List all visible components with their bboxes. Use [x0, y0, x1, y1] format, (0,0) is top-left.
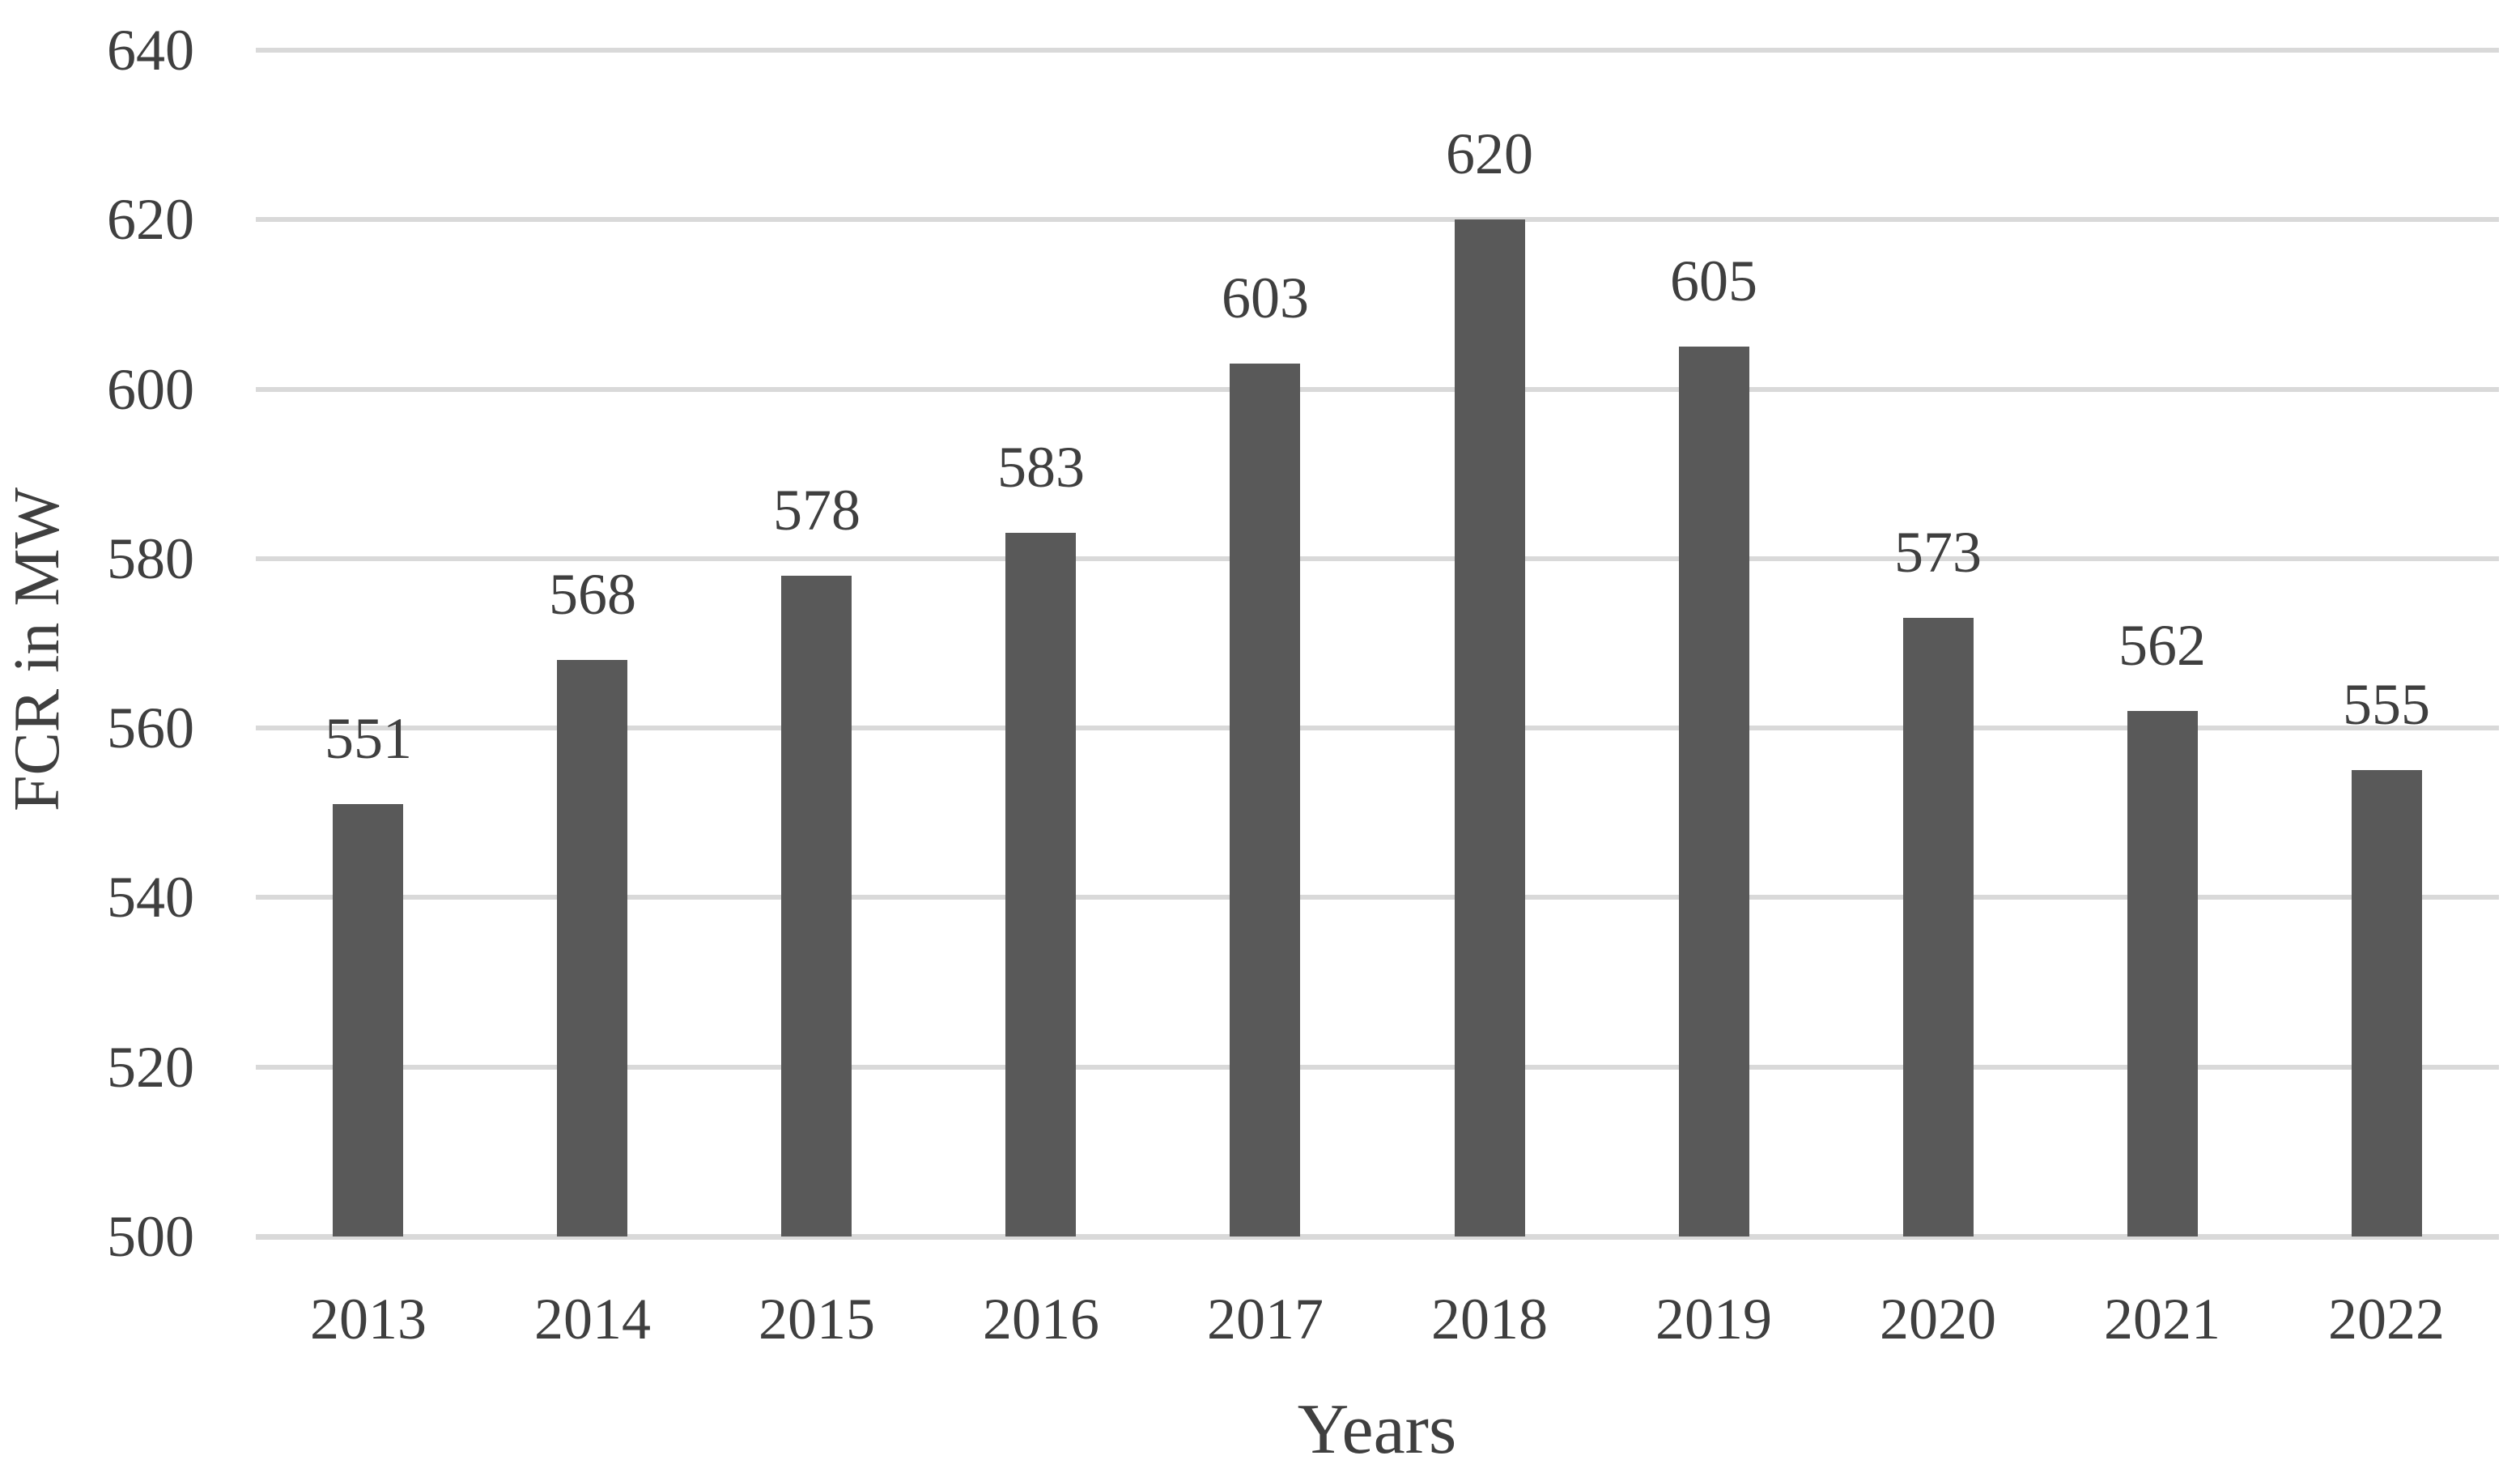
y-tick-label: 540: [107, 865, 194, 930]
bar: [333, 804, 403, 1237]
bar: [1005, 533, 1076, 1237]
bar: [781, 576, 852, 1237]
bar: [1230, 364, 1300, 1237]
bar-value-label: 573: [1894, 520, 1982, 585]
bar-value-label: 620: [1446, 121, 1533, 186]
bar: [1679, 347, 1749, 1237]
bar-value-label: 555: [2343, 672, 2430, 737]
bar: [2127, 711, 2198, 1237]
x-tick-label: 2014: [534, 1287, 651, 1351]
bar-value-label: 568: [549, 562, 636, 627]
x-tick-label: 2018: [1431, 1287, 1548, 1351]
x-tick-label: 2020: [1880, 1287, 1996, 1351]
bar-value-label: 583: [997, 435, 1085, 500]
y-tick-label: 560: [107, 696, 194, 760]
x-axis-title: Years: [1297, 1390, 1457, 1469]
gridline: [256, 387, 2499, 392]
bar: [2352, 770, 2422, 1237]
x-tick-label: 2015: [759, 1287, 875, 1351]
x-tick-label: 2019: [1655, 1287, 1772, 1351]
y-axis-title: FCR in MW: [2, 487, 73, 812]
bar-value-label: 562: [2118, 613, 2206, 678]
y-tick-label: 500: [107, 1204, 194, 1269]
gridline: [256, 48, 2499, 53]
y-tick-label: 520: [107, 1035, 194, 1100]
bar-value-label: 551: [325, 706, 412, 771]
bar: [1455, 219, 1525, 1237]
x-tick-label: 2013: [310, 1287, 427, 1351]
bar-value-label: 578: [773, 478, 861, 543]
y-tick-label: 580: [107, 526, 194, 591]
bar-value-label: 605: [1670, 249, 1757, 313]
bar: [1903, 618, 1974, 1237]
gridline: [256, 726, 2499, 730]
gridline: [256, 1065, 2499, 1070]
plot-area: 551 568 578 583 603 620 605 573 562 555: [256, 48, 2499, 1240]
gridline: [256, 556, 2499, 561]
gridline: [256, 217, 2499, 222]
y-tick-label: 640: [107, 18, 194, 83]
x-tick-label: 2022: [2328, 1287, 2445, 1351]
y-tick-label: 600: [107, 357, 194, 422]
x-tick-label: 2016: [983, 1287, 1099, 1351]
bar-value-label: 603: [1222, 266, 1309, 330]
bar: [557, 660, 627, 1237]
gridline: [256, 895, 2499, 900]
y-tick-label: 620: [107, 187, 194, 252]
gridline: [256, 1234, 2499, 1240]
x-tick-label: 2021: [2104, 1287, 2220, 1351]
x-tick-label: 2017: [1207, 1287, 1324, 1351]
